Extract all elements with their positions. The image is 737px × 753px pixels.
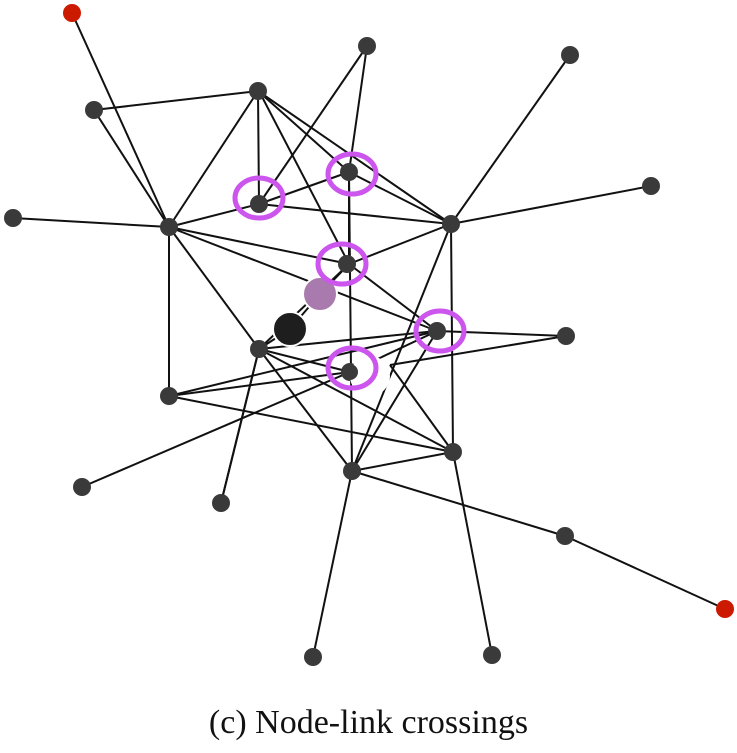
nodes-layer bbox=[4, 4, 734, 666]
graph-node[interactable] bbox=[556, 527, 574, 545]
edges-layer bbox=[12, 12, 726, 658]
edge bbox=[348, 171, 353, 472]
graph-node[interactable] bbox=[358, 37, 376, 55]
edge bbox=[168, 90, 259, 228]
edge bbox=[312, 470, 353, 658]
edge bbox=[258, 203, 452, 225]
graph-node[interactable] bbox=[250, 340, 268, 358]
graph-node[interactable] bbox=[304, 648, 322, 666]
edge bbox=[351, 330, 438, 472]
graph-node[interactable] bbox=[343, 462, 361, 480]
dragged-node[interactable] bbox=[272, 311, 308, 347]
graph-node[interactable] bbox=[557, 327, 575, 345]
edge bbox=[351, 451, 454, 472]
edge bbox=[12, 217, 170, 228]
graph-node[interactable] bbox=[160, 218, 178, 236]
edge bbox=[258, 348, 353, 472]
crossing-marker-ring bbox=[315, 241, 369, 287]
graph-node[interactable] bbox=[4, 209, 22, 227]
graph-node[interactable] bbox=[73, 478, 91, 496]
edge bbox=[168, 395, 454, 453]
edge bbox=[258, 45, 368, 205]
graph-node[interactable] bbox=[340, 163, 358, 181]
graph-node[interactable] bbox=[338, 255, 356, 273]
graph-node[interactable] bbox=[342, 364, 358, 380]
edge bbox=[257, 90, 452, 225]
graph-node[interactable] bbox=[250, 195, 268, 213]
crossing-markers-layer bbox=[232, 151, 467, 391]
edge bbox=[168, 330, 438, 397]
edge bbox=[81, 371, 351, 488]
edge bbox=[348, 45, 368, 173]
edge bbox=[168, 226, 350, 265]
crossing-marker-ring bbox=[413, 308, 467, 354]
edge bbox=[257, 90, 260, 205]
endpoint-node[interactable] bbox=[716, 600, 734, 618]
graph-node[interactable] bbox=[212, 494, 230, 512]
edge bbox=[348, 171, 452, 225]
moving-node[interactable] bbox=[302, 276, 338, 312]
crossing-marker-ring bbox=[325, 151, 379, 197]
edge bbox=[564, 535, 726, 610]
crossing-marker-ring bbox=[325, 345, 379, 391]
edge bbox=[450, 185, 652, 225]
edge bbox=[258, 348, 351, 373]
graph-node[interactable] bbox=[428, 322, 446, 340]
edge bbox=[168, 226, 260, 350]
edge bbox=[93, 90, 259, 111]
crossing-marker-ring bbox=[232, 175, 286, 221]
edge bbox=[450, 54, 571, 225]
edge bbox=[436, 330, 567, 337]
edge bbox=[93, 109, 170, 228]
edge bbox=[389, 364, 454, 453]
edge bbox=[168, 226, 438, 332]
edge bbox=[71, 12, 170, 228]
edge bbox=[450, 223, 454, 453]
graph-node[interactable] bbox=[444, 443, 462, 461]
graph-node[interactable] bbox=[160, 387, 178, 405]
graph-node[interactable] bbox=[561, 46, 579, 64]
edge bbox=[220, 348, 260, 504]
edge bbox=[452, 451, 493, 656]
graph-node[interactable] bbox=[483, 646, 501, 664]
edge bbox=[168, 371, 351, 397]
edge bbox=[351, 470, 566, 537]
edge bbox=[258, 90, 350, 265]
graph-node[interactable] bbox=[249, 82, 267, 100]
graph-node[interactable] bbox=[642, 177, 660, 195]
graph-node[interactable] bbox=[442, 215, 460, 233]
endpoint-node[interactable] bbox=[63, 4, 81, 22]
edge bbox=[258, 171, 350, 205]
figure-caption: (c) Node-link crossings bbox=[208, 704, 529, 741]
edge bbox=[168, 203, 260, 228]
graph-node[interactable] bbox=[85, 101, 103, 119]
